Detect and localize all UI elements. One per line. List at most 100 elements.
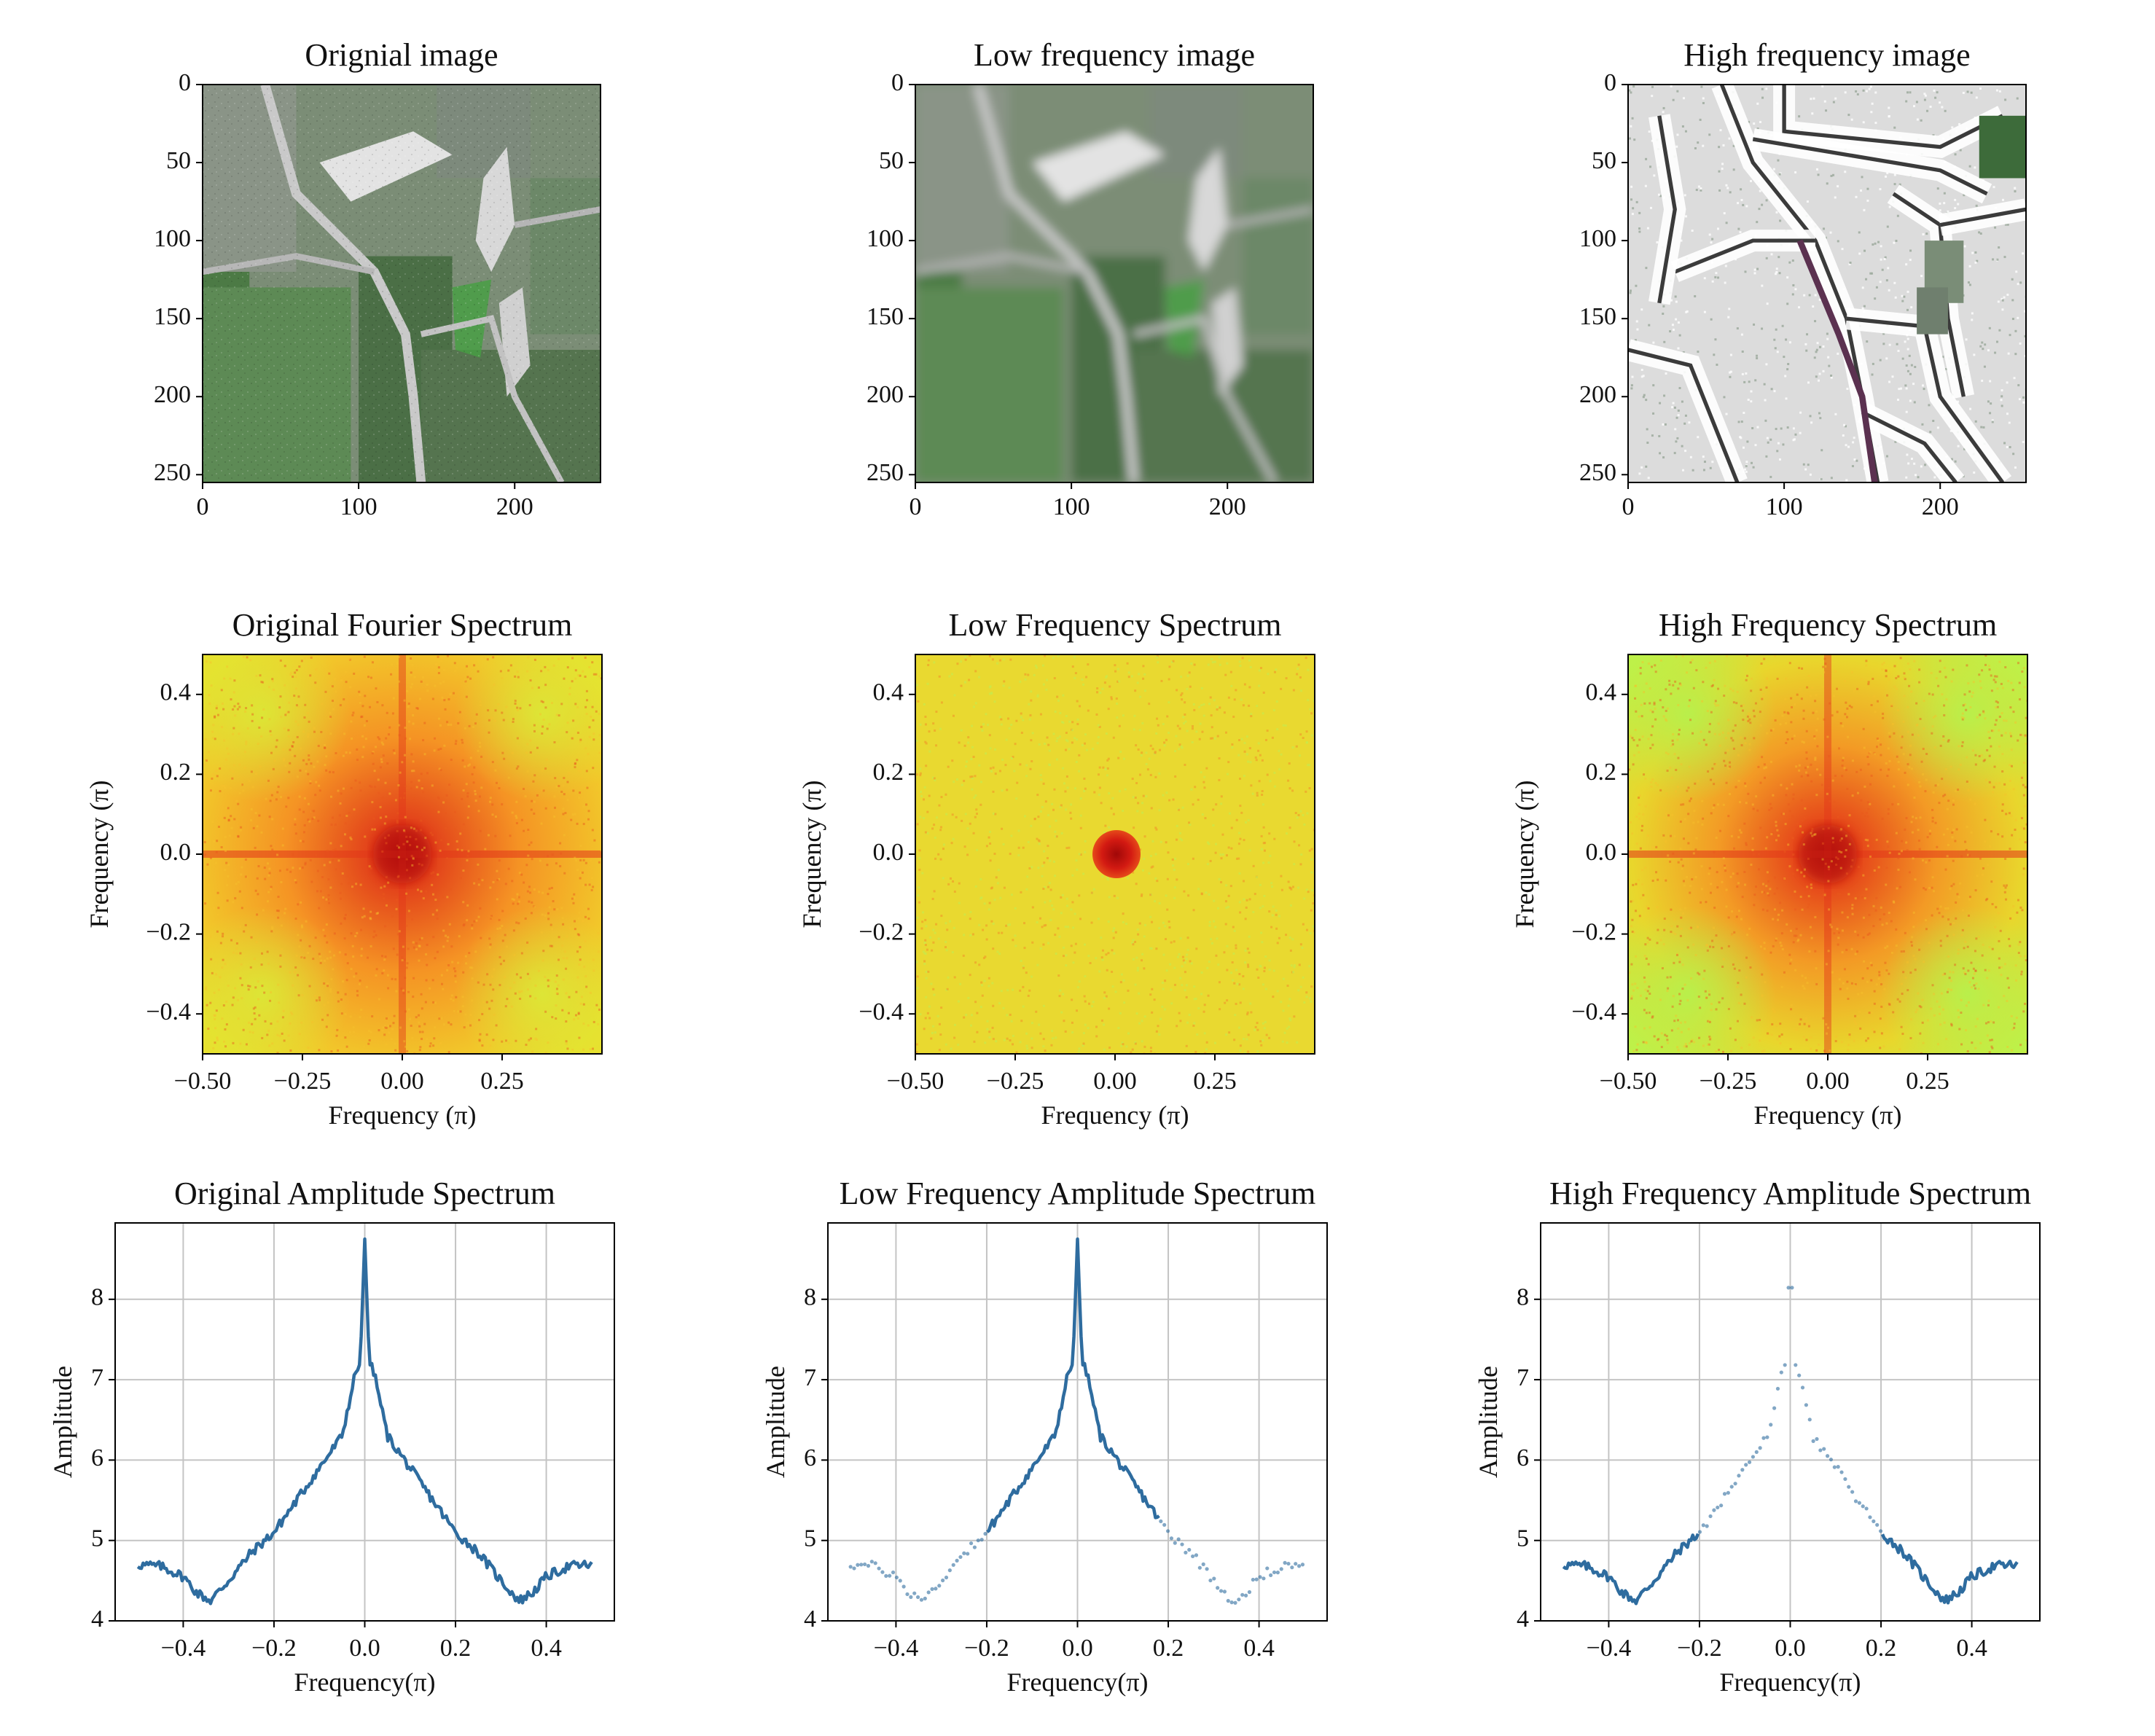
noise-speck (437, 797, 440, 800)
noise-speck (315, 687, 318, 690)
noise-speck (1081, 744, 1084, 747)
noise-speck (1760, 662, 1763, 665)
noise-speck (1822, 827, 1825, 830)
noise-speck (275, 798, 278, 801)
noise-speck (938, 675, 941, 678)
y-tick-label: 200 (154, 381, 191, 408)
noise-speck (227, 875, 230, 877)
noise-speck (1705, 743, 1708, 746)
noise-speck (1897, 760, 1900, 763)
noise-speck (561, 945, 564, 947)
noise-speck (1672, 852, 1675, 855)
noise-speck (1178, 727, 1181, 730)
noise-speck (1761, 883, 1764, 885)
noise-speck (577, 796, 580, 799)
noise-speck (1882, 343, 1885, 345)
noise-speck (2009, 764, 2011, 767)
noise-speck (1101, 687, 1104, 690)
noise-speck (1998, 939, 2000, 942)
noise-speck (1748, 712, 1751, 715)
noise-speck (1632, 763, 1635, 766)
noise-speck (1093, 791, 1096, 794)
noise-speck (1646, 441, 1649, 444)
noise-speck (1761, 96, 1764, 99)
noise-speck (1087, 709, 1090, 712)
noise-speck (1775, 839, 1777, 842)
noise-speck (336, 1028, 339, 1031)
spectrum-panel-original: Original Fourier Spectrum0.40.20.0−0.2−0… (85, 607, 603, 1130)
noise-speck (988, 902, 991, 904)
noise-speck (973, 796, 976, 799)
noise-speck (257, 743, 259, 746)
noise-speck (1184, 701, 1186, 704)
noise-speck (1078, 1047, 1081, 1050)
noise-speck (1266, 773, 1269, 776)
noise-speck (1915, 474, 1917, 477)
noise-speck (1076, 1009, 1079, 1012)
noise-speck (380, 760, 383, 763)
noise-speck (240, 826, 243, 829)
noise-speck (1684, 130, 1687, 133)
noise-speck (1724, 684, 1726, 687)
noise-speck (1872, 243, 1874, 246)
noise-speck (295, 704, 298, 707)
noise-speck (1154, 900, 1157, 903)
noise-speck (1293, 966, 1296, 969)
noise-speck (1928, 942, 1931, 945)
noise-speck (1214, 926, 1217, 928)
noise-speck (2022, 396, 2025, 399)
noise-speck (306, 712, 309, 715)
noise-speck (1243, 750, 1246, 753)
noise-speck (409, 1017, 412, 1020)
noise-speck (498, 877, 501, 880)
noise-speck (1681, 867, 1683, 870)
noise-speck (1846, 388, 1849, 391)
noise-speck (924, 723, 927, 726)
noise-speck (1710, 1002, 1713, 1005)
noise-speck (320, 730, 323, 733)
noise-speck (1100, 1019, 1103, 1022)
noise-speck (2022, 794, 2025, 797)
noise-speck (1850, 118, 1853, 121)
noise-speck (574, 762, 576, 765)
noise-speck (1082, 872, 1085, 875)
noise-speck (1972, 967, 1975, 970)
noise-speck (1998, 745, 2000, 748)
noise-speck (1680, 803, 1683, 806)
noise-speck (1638, 715, 1640, 718)
noise-speck (1238, 1026, 1241, 1029)
noise-speck (932, 988, 935, 990)
noise-speck (1248, 686, 1251, 689)
noise-speck (1178, 1012, 1181, 1014)
noise-speck (1992, 258, 1995, 261)
noise-speck (576, 933, 579, 936)
noise-speck (1060, 832, 1063, 834)
noise-speck (287, 1034, 290, 1037)
noise-speck (409, 835, 412, 838)
noise-speck (1742, 446, 1745, 449)
noise-speck (1102, 766, 1105, 769)
noise-speck (482, 1006, 485, 1009)
noise-speck (458, 711, 461, 713)
noise-speck (548, 723, 551, 726)
noise-speck (1257, 742, 1260, 745)
noise-speck (1159, 840, 1162, 843)
noise-speck (278, 869, 281, 872)
noise-speck (394, 1042, 396, 1045)
noise-speck (1172, 660, 1175, 662)
noise-speck (465, 665, 468, 668)
noise-speck (1200, 771, 1202, 774)
noise-speck (345, 670, 348, 673)
noise-speck (1211, 726, 1213, 729)
noise-speck (926, 810, 929, 813)
noise-speck (489, 943, 492, 946)
noise-speck (540, 670, 543, 673)
noise-speck (574, 856, 576, 859)
noise-speck (1638, 738, 1641, 741)
noise-speck (1845, 479, 1848, 482)
y-tick-label: 0 (891, 69, 904, 96)
noise-speck (1765, 455, 1768, 458)
noise-speck (976, 1031, 979, 1033)
noise-speck (371, 801, 374, 804)
noise-speck (412, 713, 415, 716)
